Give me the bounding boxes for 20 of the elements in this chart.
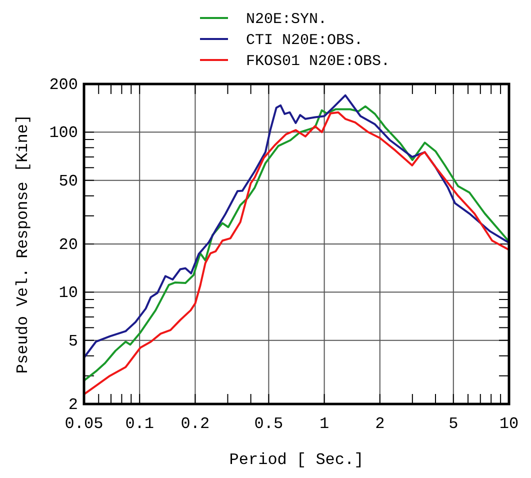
y-tick-label: 2 [68,396,78,414]
x-tick-label: 1 [319,415,330,433]
x-tick-label: 0.1 [125,415,154,433]
y-tick-label: 200 [49,76,78,94]
x-axis-title: Period [ Sec.] [229,451,364,469]
y-axis-title: Pseudo Vel. Response [Kine] [14,114,32,374]
y-tick-label: 20 [58,236,78,254]
x-tick-label: 10 [499,415,519,433]
y-tick-label: 100 [49,124,78,142]
y-tick-label: 5 [68,332,78,350]
legend-label: CTI N20E:OBS. [246,32,364,49]
x-tick-label: 0.2 [180,415,210,433]
y-tick-label: 50 [58,172,78,190]
legend-label: FKOS01 N20E:OBS. [246,53,390,70]
x-tick-label: 5 [448,415,458,433]
x-tick-label: 2 [375,415,385,433]
legend-label: N20E:SYN. [246,11,328,28]
y-tick-label: 10 [58,284,78,302]
x-tick-label: 0.05 [64,415,104,433]
x-tick-label: 0.5 [254,415,284,433]
